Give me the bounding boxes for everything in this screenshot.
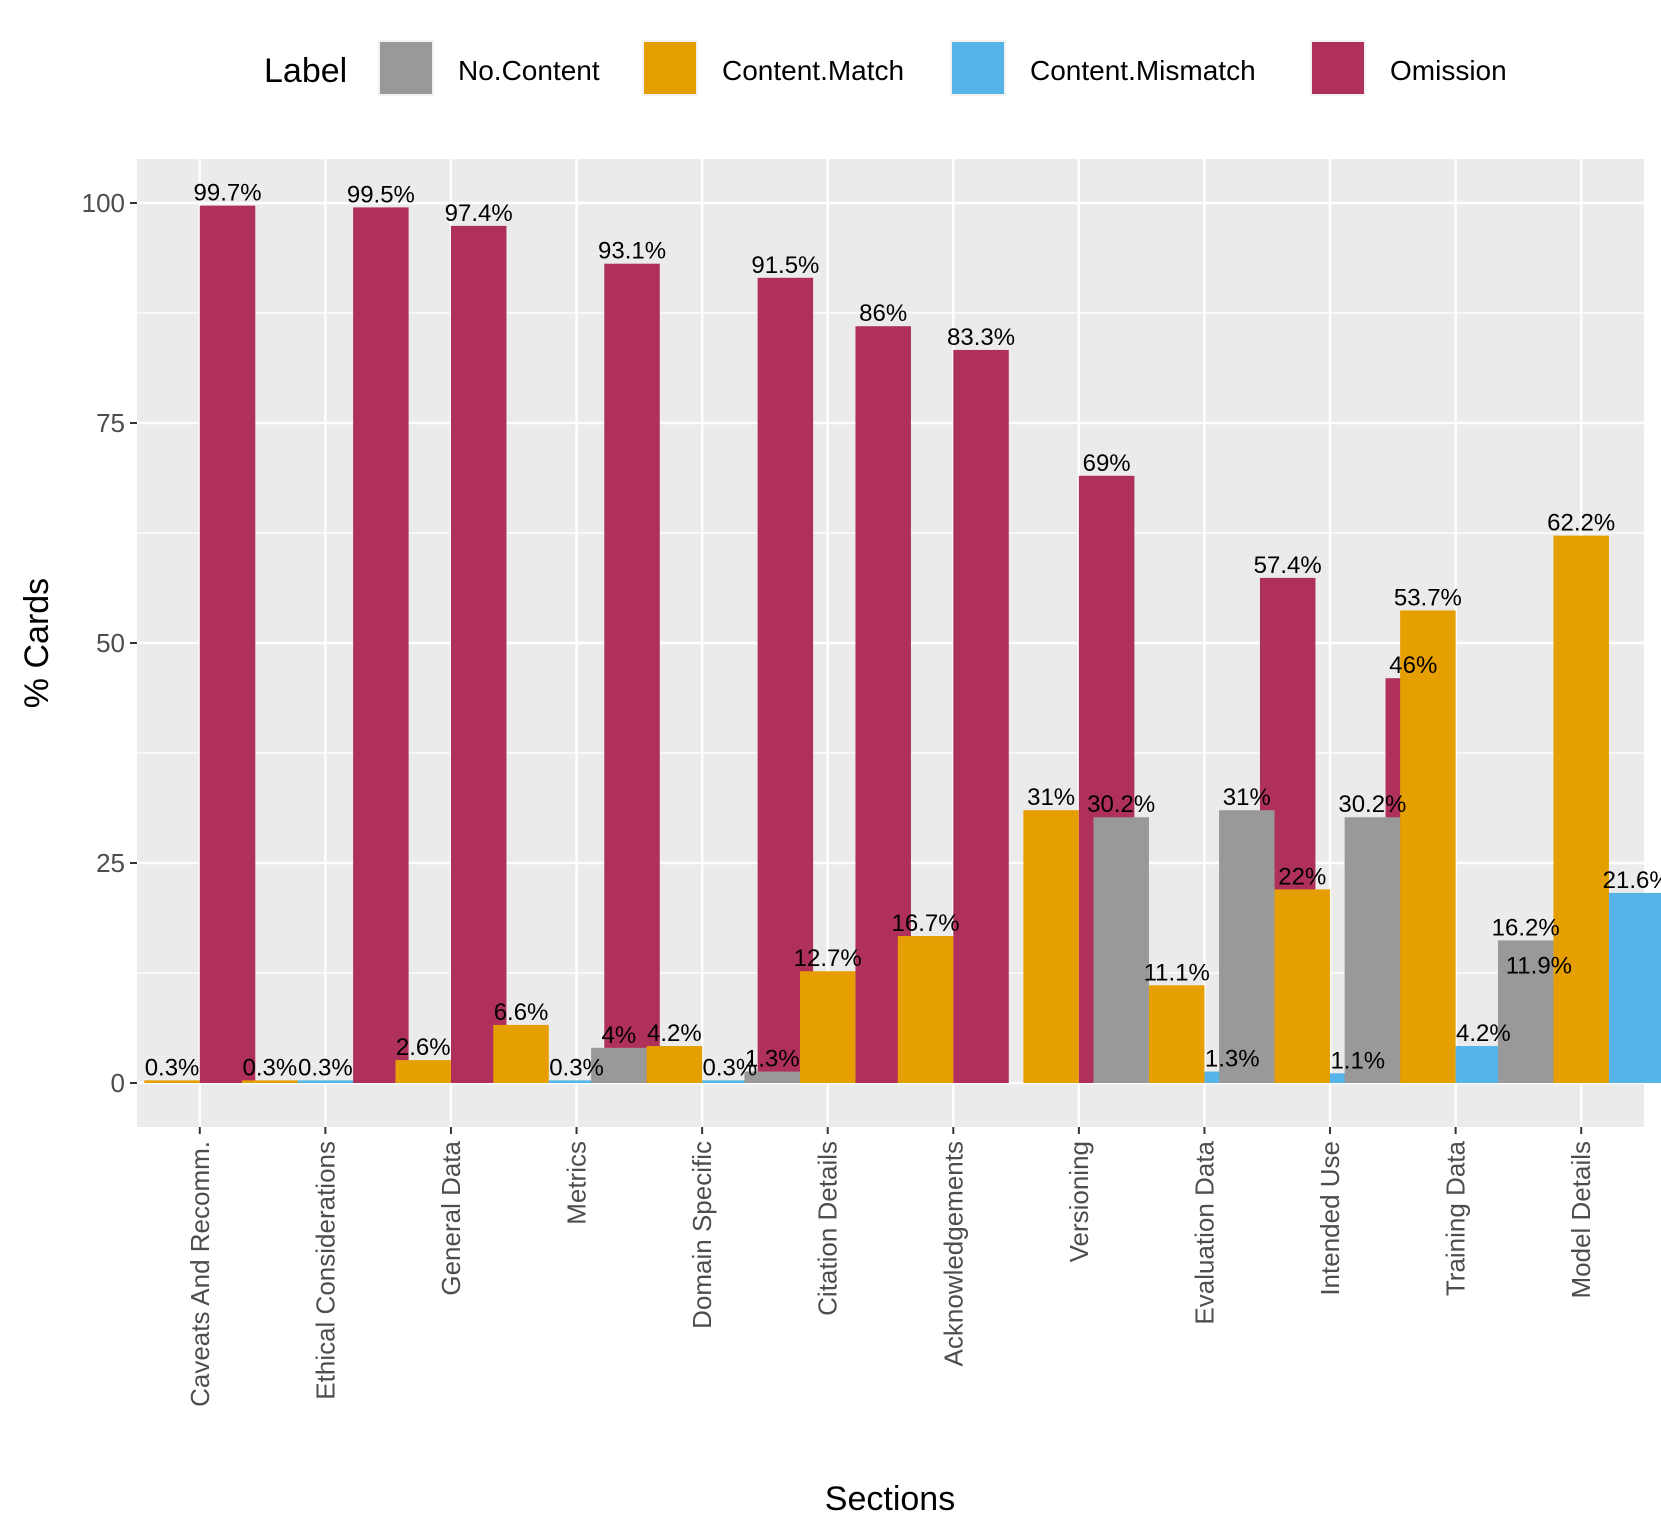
data-label-evaluation-data-content-mismatch: 1.3% — [1205, 1046, 1260, 1073]
y-tick-label: 100 — [82, 188, 125, 218]
data-label-model-details-content-mismatch: 21.6% — [1603, 867, 1661, 894]
bar-metrics-content-match — [493, 1024, 549, 1083]
x-tick-label-training-data: Training Data — [1441, 1140, 1471, 1296]
data-label-evaluation-data-no-content: 30.2% — [1087, 791, 1155, 818]
y-tick-label: 0 — [111, 1068, 125, 1098]
bar-intended-use-no-content — [1219, 810, 1275, 1083]
bar-training-data-content-match — [1400, 610, 1456, 1083]
bar-caveats-and-recomm-omission — [199, 205, 256, 1083]
bar-ethical-considerations-content-match — [242, 1080, 298, 1083]
x-tick-label-versioning: Versioning — [1064, 1141, 1094, 1262]
legend: Label No.Content Content.Match Content.Mis… — [264, 40, 1507, 96]
legend-swatch-content-mismatch — [952, 42, 1004, 94]
bar-general-data-content-match — [395, 1060, 451, 1083]
bar-ethical-considerations-content-mismatch — [297, 1080, 354, 1083]
legend-label-content-match: Content.Match — [722, 55, 904, 86]
bar-ethical-considerations-omission — [353, 207, 409, 1083]
bar-model-details-content-match — [1553, 535, 1609, 1083]
x-tick-label-acknowledgements: Acknowledgements — [938, 1141, 968, 1366]
data-label-acknowledgements-content-match: 16.7% — [892, 910, 960, 937]
data-label-citation-details-no-content: 1.3% — [745, 1046, 800, 1073]
bar-domain-specific-no-content — [591, 1047, 647, 1083]
x-tick-label-general-data: General Data — [436, 1140, 466, 1295]
bar-acknowledgements-content-match — [897, 936, 954, 1083]
bar-general-data-omission — [450, 225, 507, 1083]
legend-swatch-content-match — [644, 42, 696, 94]
data-label-intended-use-omission: 46% — [1389, 652, 1437, 679]
x-tick-label-intended-use: Intended Use — [1315, 1141, 1345, 1296]
data-label-training-data-content-mismatch: 4.2% — [1456, 1020, 1511, 1047]
data-label-acknowledgements-omission: 83.3% — [947, 324, 1015, 351]
bar-intended-use-content-match — [1274, 889, 1331, 1083]
bar-training-data-no-content — [1344, 817, 1401, 1083]
data-label-metrics-content-mismatch: 0.3% — [549, 1054, 604, 1081]
x-axis-title: Sections — [825, 1480, 955, 1518]
data-label-ethical-considerations-content-match: 0.3% — [243, 1054, 298, 1081]
data-label-metrics-content-match: 6.6% — [494, 999, 549, 1026]
x-tick-label-ethical-considerations: Ethical Considerations — [310, 1141, 340, 1400]
legend-label-no-content: No.Content — [458, 55, 600, 86]
legend-label-content-mismatch: Content.Mismatch — [1030, 55, 1256, 86]
data-label-domain-specific-content-mismatch: 0.3% — [703, 1054, 758, 1081]
data-label-training-data-omission: 11.9% — [1506, 952, 1572, 979]
data-label-metrics-omission: 93.1% — [598, 238, 666, 265]
data-label-model-details-content-match: 62.2% — [1547, 510, 1615, 537]
data-label-versioning-omission: 69% — [1083, 450, 1131, 477]
x-tick-label-domain-specific: Domain Specific — [687, 1141, 717, 1329]
y-tick-label: 75 — [96, 408, 125, 438]
x-axis: Caveats And Recomm. Ethical Consideration… — [185, 1127, 1596, 1407]
bar-metrics-omission — [604, 263, 660, 1084]
y-axis: 0 25 50 75 100 — [82, 188, 137, 1098]
bar-model-details-content-mismatch — [1608, 892, 1661, 1083]
bar-model-details-no-content — [1497, 940, 1554, 1083]
bar-citation-details-content-match — [799, 971, 856, 1083]
legend-label-omission: Omission — [1390, 55, 1507, 86]
x-tick-label-metrics: Metrics — [562, 1141, 592, 1225]
y-tick-label: 25 — [96, 848, 125, 878]
bar-domain-specific-content-match — [646, 1046, 703, 1083]
data-label-domain-specific-content-match: 4.2% — [647, 1020, 702, 1047]
x-tick-label-model-details: Model Details — [1566, 1141, 1596, 1299]
legend-swatch-no-content — [380, 42, 432, 94]
data-label-citation-details-omission: 86% — [859, 300, 907, 327]
bar-domain-specific-omission — [757, 277, 814, 1083]
bars — [144, 205, 1661, 1084]
x-tick-label-citation-details: Citation Details — [813, 1141, 843, 1316]
data-label-caveats-and-recomm-omission: 99.7% — [194, 180, 262, 207]
data-label-intended-use-content-mismatch: 1.1% — [1330, 1047, 1385, 1074]
bar-caveats-and-recomm-content-match — [144, 1080, 200, 1083]
data-label-training-data-no-content: 30.2% — [1338, 791, 1406, 818]
data-label-caveats-and-recomm-content-match: 0.3% — [145, 1054, 200, 1081]
bar-evaluation-data-content-match — [1148, 985, 1205, 1083]
bar-metrics-content-mismatch — [548, 1080, 605, 1083]
x-tick-label-evaluation-data: Evaluation Data — [1189, 1140, 1219, 1324]
bar-domain-specific-content-mismatch — [702, 1080, 758, 1083]
x-tick-label-caveats-and-recomm: Caveats And Recomm. — [185, 1141, 215, 1407]
data-label-evaluation-data-omission: 57.4% — [1254, 552, 1322, 579]
y-tick-label: 50 — [96, 628, 125, 658]
data-label-evaluation-data-content-match: 11.1% — [1144, 959, 1210, 986]
data-label-ethical-considerations-omission: 99.5% — [347, 181, 415, 208]
data-label-general-data-omission: 97.4% — [445, 200, 513, 227]
bar-evaluation-data-no-content — [1093, 817, 1149, 1083]
data-label-intended-use-content-match: 22% — [1278, 863, 1326, 890]
y-axis-title: % Cards — [18, 578, 56, 708]
data-label-ethical-considerations-content-mismatch: 0.3% — [298, 1054, 353, 1081]
legend-title: Label — [264, 52, 347, 90]
data-label-citation-details-content-match: 12.7% — [794, 945, 862, 972]
data-label-domain-specific-no-content: 4% — [602, 1022, 637, 1049]
data-label-model-details-no-content: 16.2% — [1492, 914, 1560, 941]
data-label-versioning-content-match: 31% — [1027, 784, 1075, 811]
bar-citation-details-no-content — [744, 1071, 800, 1083]
legend-swatch-omission — [1312, 42, 1364, 94]
bar-acknowledgements-omission — [953, 349, 1009, 1084]
data-label-training-data-content-match: 53.7% — [1394, 584, 1462, 611]
data-label-domain-specific-omission: 91.5% — [751, 252, 819, 279]
bar-versioning-content-match — [1023, 810, 1079, 1083]
data-label-general-data-content-match: 2.6% — [396, 1034, 451, 1061]
data-label-intended-use-no-content: 31% — [1223, 784, 1271, 811]
data-labels: 0.3%99.7%0.3% 0.3%99.5%2.6%97.4%6.6%0.3%9… — [145, 180, 1661, 1082]
